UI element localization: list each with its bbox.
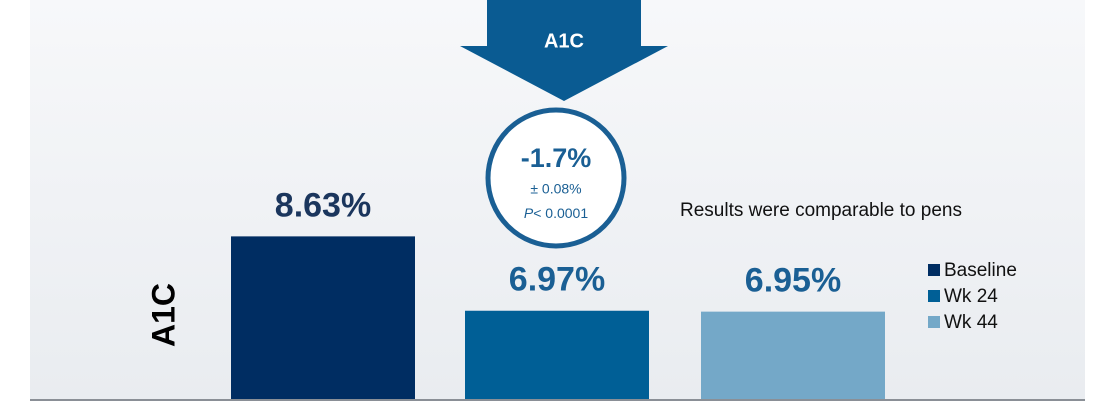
- title-arrow: A1C: [460, 0, 668, 101]
- y-axis-label: A1C: [145, 283, 181, 347]
- value-label: 8.63%: [275, 186, 371, 224]
- note: Results were comparable to pens: [680, 200, 962, 221]
- bar: [701, 311, 885, 399]
- change-callout: -1.7% ± 0.08% P< 0.0001: [485, 107, 627, 249]
- legend-swatch: [928, 264, 940, 276]
- value-label: 6.95%: [745, 262, 841, 300]
- legend-swatch: [928, 316, 940, 328]
- legend-label: Wk 44: [944, 312, 998, 333]
- chart-title: A1C: [544, 30, 584, 52]
- legend-label: Baseline: [944, 260, 1017, 281]
- legend-swatch: [928, 290, 940, 302]
- bar: [465, 310, 649, 399]
- callout-circle: [485, 107, 627, 249]
- bar: [231, 236, 415, 399]
- change-value: -1.7%: [521, 143, 592, 173]
- p-label: P: [524, 205, 534, 221]
- p-value: P< 0.0001: [524, 205, 588, 221]
- legend-label: Wk 24: [944, 286, 998, 307]
- p-number: < 0.0001: [533, 205, 588, 221]
- change-error: ± 0.08%: [530, 181, 581, 197]
- arrow-shape: [460, 0, 668, 101]
- value-label: 6.97%: [509, 261, 605, 299]
